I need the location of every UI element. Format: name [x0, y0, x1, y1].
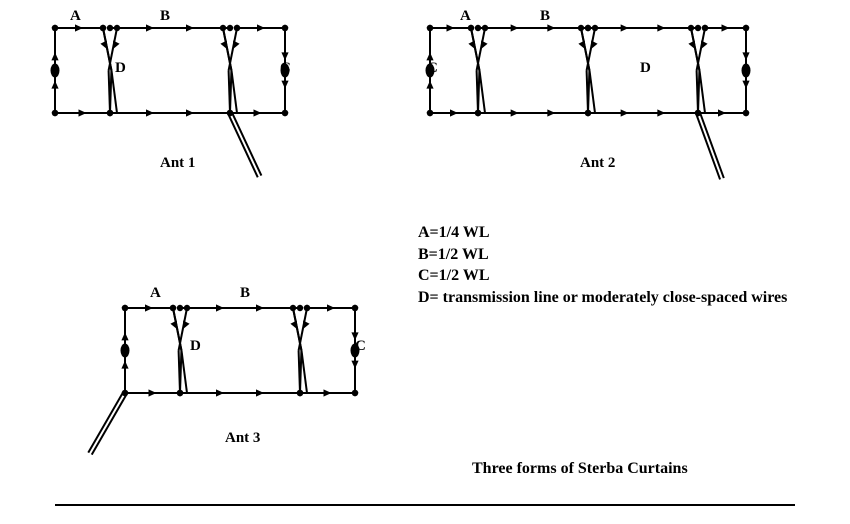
bottom-rule	[55, 504, 795, 506]
ant2-label-A: A	[460, 8, 471, 25]
ant1-name: Ant 1	[160, 155, 195, 172]
legend-line-3: D= transmission line or moderately close…	[418, 287, 787, 309]
ant3-label-B: B	[240, 285, 250, 302]
ant2-label-C: C	[427, 60, 438, 77]
ant2-label-D: D	[640, 60, 651, 77]
ant1-label-D: D	[115, 60, 126, 77]
caption: Three forms of Sterba Curtains	[472, 460, 688, 478]
ant1-label-A: A	[70, 8, 81, 25]
legend-line-0: A=1/4 WL	[418, 222, 787, 244]
ant1-label-B: B	[160, 8, 170, 25]
legend-line-1: B=1/2 WL	[418, 244, 787, 266]
ant1-label-C: C	[280, 60, 291, 77]
legend-line-2: C=1/2 WL	[418, 265, 787, 287]
ant3-name: Ant 3	[225, 430, 260, 447]
ant2-diagram	[420, 10, 820, 190]
ant2-name: Ant 2	[580, 155, 615, 172]
legend: A=1/4 WL B=1/2 WL C=1/2 WL D= transmissi…	[418, 222, 787, 308]
ant3-label-C: C	[355, 338, 366, 355]
ant2-label-B: B	[540, 8, 550, 25]
ant3-label-A: A	[150, 285, 161, 302]
ant3-label-D: D	[190, 338, 201, 355]
